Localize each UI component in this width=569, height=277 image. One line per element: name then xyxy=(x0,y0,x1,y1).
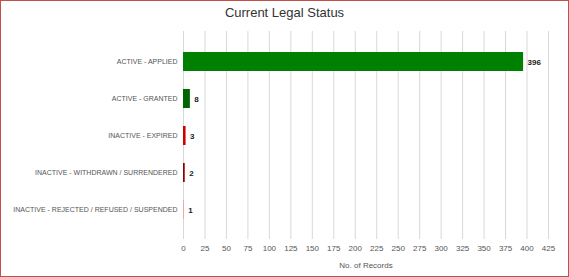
svg-text:125: 125 xyxy=(284,244,298,253)
svg-text:400: 400 xyxy=(520,244,534,253)
svg-text:175: 175 xyxy=(327,244,341,253)
svg-text:INACTIVE - WITHDRAWN / SURREND: INACTIVE - WITHDRAWN / SURRENDERED xyxy=(35,169,177,176)
svg-text:ACTIVE - APPLIED: ACTIVE - APPLIED xyxy=(117,58,178,65)
svg-text:75: 75 xyxy=(243,244,252,253)
svg-text:0: 0 xyxy=(181,244,186,253)
svg-text:2: 2 xyxy=(189,169,194,178)
svg-text:325: 325 xyxy=(456,244,470,253)
html-text:Current Legal Status: Current Legal Status xyxy=(224,5,345,20)
svg-text:1: 1 xyxy=(188,206,193,215)
svg-text:INACTIVE - EXPIRED: INACTIVE - EXPIRED xyxy=(108,132,177,139)
svg-text:375: 375 xyxy=(499,244,513,253)
svg-text:396: 396 xyxy=(528,58,542,67)
svg-text:50: 50 xyxy=(222,244,231,253)
svg-text:425: 425 xyxy=(542,244,556,253)
svg-text:250: 250 xyxy=(392,244,406,253)
svg-text:3: 3 xyxy=(190,132,195,141)
svg-text:INACTIVE - REJECTED / REFUSED: INACTIVE - REJECTED / REFUSED / SUSPENDE… xyxy=(13,206,177,213)
svg-text:275: 275 xyxy=(413,244,427,253)
svg-text:No. of Records: No. of Records xyxy=(339,261,392,270)
svg-text:150: 150 xyxy=(306,244,320,253)
svg-text:300: 300 xyxy=(434,244,448,253)
svg-text:225: 225 xyxy=(370,244,384,253)
svg-text:200: 200 xyxy=(349,244,363,253)
svg-text:25: 25 xyxy=(201,244,210,253)
svg-text:350: 350 xyxy=(477,244,491,253)
svg-text:8: 8 xyxy=(194,95,199,104)
svg-text:100: 100 xyxy=(263,244,277,253)
svg-text:ACTIVE - GRANTED: ACTIVE - GRANTED xyxy=(112,95,178,102)
